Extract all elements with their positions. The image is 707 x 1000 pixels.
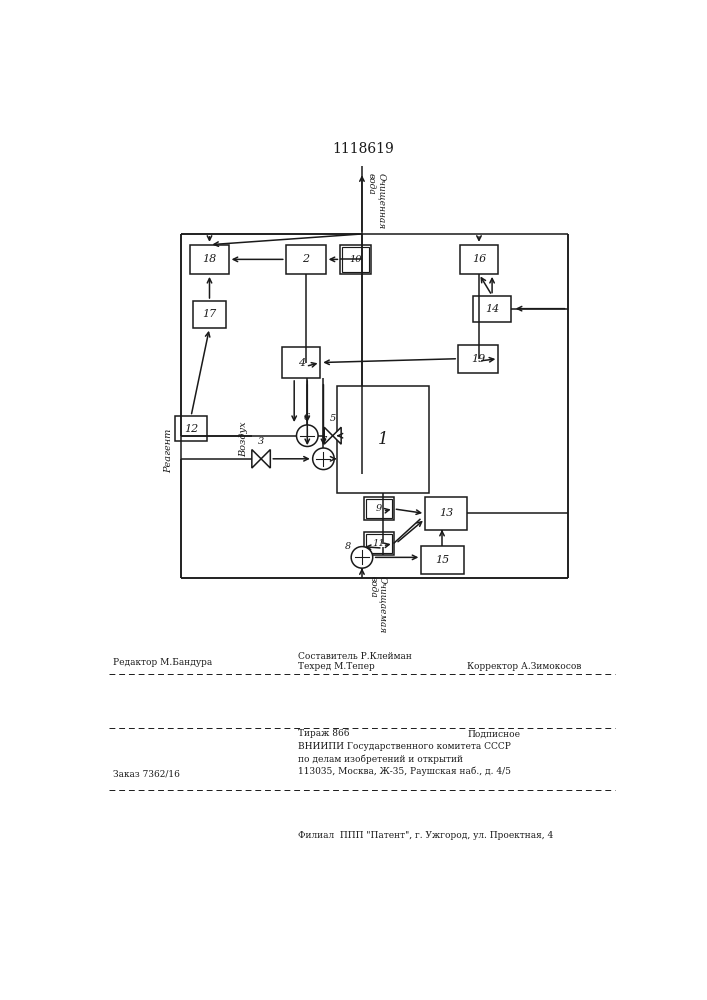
Text: 1118619: 1118619: [332, 142, 394, 156]
Bar: [337, 386, 429, 493]
Text: Очищаемая
вода: Очищаемая вода: [368, 576, 387, 634]
Text: 18: 18: [202, 254, 216, 264]
Bar: [364, 497, 394, 520]
Bar: [473, 296, 511, 322]
Text: 11: 11: [373, 539, 385, 548]
Bar: [364, 532, 394, 555]
Text: 2: 2: [302, 254, 309, 264]
Text: 7: 7: [320, 436, 327, 445]
Text: по делам изобретений и открытий: по делам изобретений и открытий: [298, 754, 463, 764]
Text: 15: 15: [436, 555, 450, 565]
Text: Тираж 866: Тираж 866: [298, 729, 349, 738]
Text: 9: 9: [375, 504, 382, 513]
Text: 13: 13: [439, 508, 453, 518]
Bar: [340, 245, 371, 274]
Polygon shape: [325, 427, 333, 444]
Text: Подписное: Подписное: [467, 729, 520, 738]
Bar: [366, 499, 392, 518]
Circle shape: [312, 448, 334, 470]
Bar: [460, 245, 498, 274]
Text: Корректор А.Зимокосов: Корректор А.Зимокосов: [467, 662, 582, 671]
Text: Техред М.Тепер: Техред М.Тепер: [298, 662, 375, 671]
Bar: [286, 245, 326, 274]
Text: 6: 6: [304, 413, 310, 422]
Text: 4: 4: [298, 358, 305, 368]
Polygon shape: [252, 450, 261, 468]
Text: Редактор М.Бандура: Редактор М.Бандура: [113, 658, 213, 667]
Text: 19: 19: [471, 354, 485, 364]
Polygon shape: [261, 450, 270, 468]
Text: Филиал  ППП "Патент", г. Ужгород, ул. Проектная, 4: Филиал ППП "Патент", г. Ужгород, ул. Про…: [298, 831, 554, 840]
Circle shape: [296, 425, 318, 446]
Text: 5: 5: [329, 414, 336, 423]
Text: Реагент: Реагент: [164, 429, 173, 473]
Bar: [192, 301, 226, 328]
Text: Составитель Р.Клейман: Составитель Р.Клейман: [298, 652, 412, 661]
Bar: [190, 245, 229, 274]
Text: 8: 8: [345, 542, 351, 551]
Text: 17: 17: [202, 309, 216, 319]
Text: Очищенная
вода: Очищенная вода: [366, 173, 386, 229]
Text: 10: 10: [349, 255, 362, 264]
Text: 16: 16: [472, 254, 486, 264]
Bar: [282, 347, 320, 378]
Text: 14: 14: [485, 304, 499, 314]
Polygon shape: [333, 427, 341, 444]
Text: 3: 3: [258, 437, 264, 446]
Text: Воздух: Воздух: [240, 422, 249, 457]
Text: ВНИИПИ Государственного комитета СССР: ВНИИПИ Государственного комитета СССР: [298, 742, 511, 751]
Text: Заказ 7362/16: Заказ 7362/16: [113, 769, 180, 778]
Bar: [366, 534, 392, 553]
Bar: [342, 247, 369, 272]
Circle shape: [351, 547, 373, 568]
Text: 113035, Москва, Ж-35, Раушская наб., д. 4/5: 113035, Москва, Ж-35, Раушская наб., д. …: [298, 767, 511, 776]
Text: 1: 1: [378, 431, 388, 448]
Text: 12: 12: [184, 424, 198, 434]
Bar: [458, 345, 498, 373]
Bar: [421, 546, 464, 574]
Bar: [175, 416, 207, 441]
Bar: [425, 497, 467, 530]
